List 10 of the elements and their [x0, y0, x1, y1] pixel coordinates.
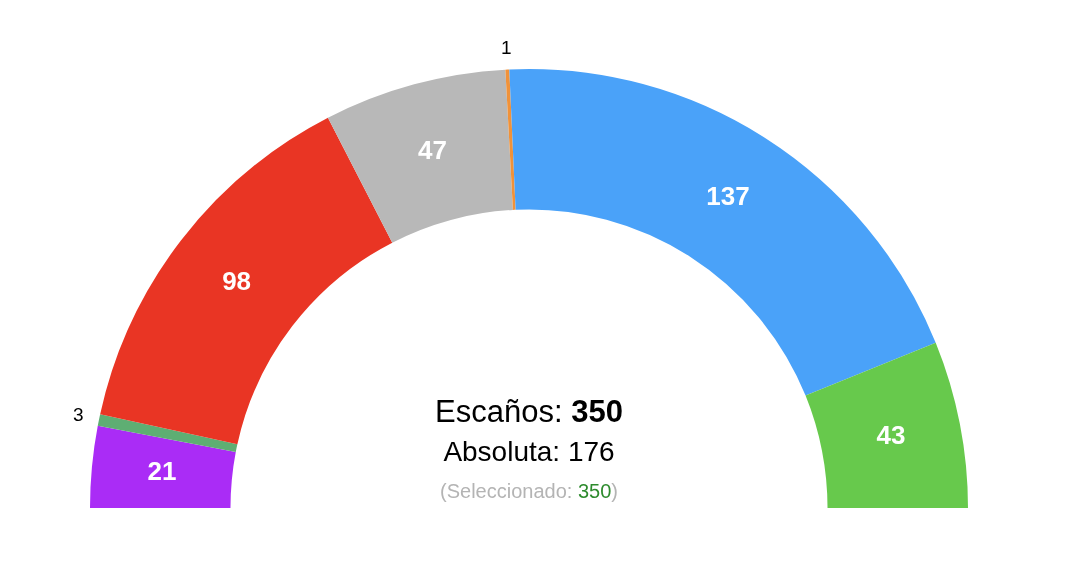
data-label: 43 [876, 420, 906, 451]
data-label: 98 [222, 266, 252, 297]
data-label: 3 [73, 403, 84, 425]
data-label: 1 [501, 36, 512, 58]
data-label: 21 [147, 456, 177, 487]
text: Absoluta: 176 [443, 436, 615, 467]
data-label: 47 [418, 135, 447, 166]
text: Escaños: 350 [435, 394, 623, 429]
text: (Seleccionado: 350) [440, 480, 618, 502]
data-label: 137 [706, 180, 750, 211]
